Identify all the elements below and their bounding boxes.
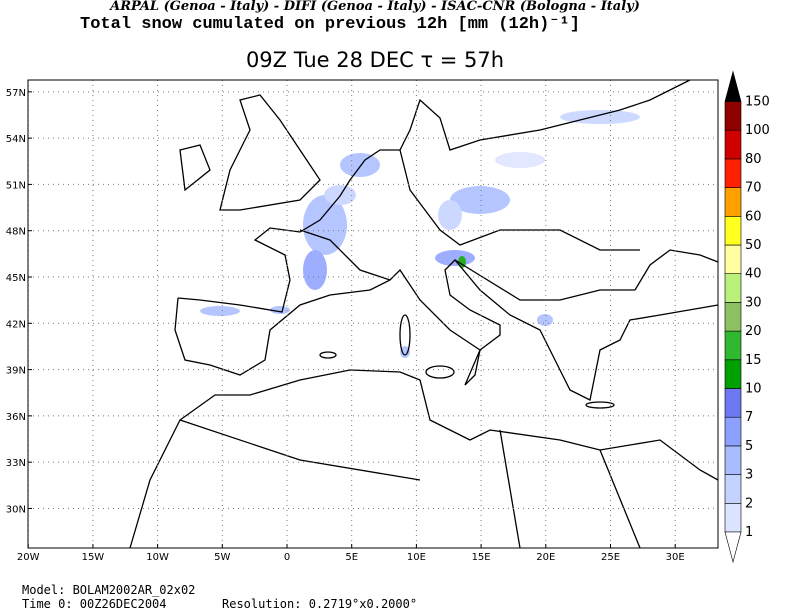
lon-tick-label: 15E [472, 552, 491, 563]
colorbar-box [724, 416, 742, 447]
colorbar-label: 3 [745, 468, 753, 483]
lon-tick-label: 30E [666, 552, 685, 563]
colorbar-label: 100 [745, 123, 770, 138]
colorbar-label: 60 [745, 209, 762, 224]
lon-tick-label: 5W [214, 552, 230, 563]
lon-tick-label: 20E [536, 552, 555, 563]
colorbar-label: 20 [745, 324, 762, 339]
colorbar-label: 15 [745, 353, 762, 368]
colorbar-label: 1 [745, 525, 753, 540]
colorbar-box [724, 101, 742, 131]
lon-tick-label: 5E [345, 552, 358, 563]
colorbar-below [724, 531, 742, 564]
lon-tick-label: 10E [407, 552, 426, 563]
footer-time0: Time 0: 00Z26DEC2004 [22, 597, 167, 611]
colorbar-box [724, 302, 742, 332]
title: 09Z Tue 28 DEC τ = 57h [246, 48, 504, 72]
lat-tick-label: 42N [6, 319, 26, 330]
lat-tick-label: 54N [6, 134, 26, 145]
lat-tick-label: 33N [6, 458, 26, 469]
lon-tick-label: 15W [82, 552, 105, 563]
header-field: Total snow cumulated on previous 12h [mm… [80, 15, 580, 34]
colorbar-box [724, 244, 742, 275]
lat-tick-label: 30N [6, 504, 26, 515]
lon-tick-label: 25E [601, 552, 620, 563]
colorbar-label: 50 [745, 238, 762, 253]
lat-tick-label: 39N [6, 366, 26, 377]
lon-tick-label: 0 [284, 552, 290, 563]
colorbar-box [724, 187, 742, 217]
header-institutions: ARPAL (Genoa - Italy) - DIFI (Genoa - It… [108, 0, 640, 14]
lat-tick-label: 51N [6, 180, 26, 191]
colorbar-label: 150 [745, 95, 770, 110]
colorbar-box [724, 359, 742, 389]
colorbar-box [724, 474, 742, 504]
colorbar-box [724, 273, 742, 303]
map-frame [27, 79, 719, 549]
colorbar-label: 80 [745, 152, 762, 167]
colorbar-label: 40 [745, 267, 762, 282]
map: 20W 15W 10W 5W 0 5E 10E 15E 20E 25E 30E 30N 33N 36N 39… [6, 79, 719, 563]
colorbar: 1 2 3 5 7 10 15 20 30 40 50 60 70 80 100 150 [724, 70, 770, 564]
lon-tick-label: 10W [146, 552, 169, 563]
footer-resolution: Resolution: 0.2719°x0.2000° [222, 597, 417, 611]
colorbar-box [724, 330, 742, 361]
colorbar-box [724, 129, 742, 160]
colorbar-box [724, 216, 742, 246]
lon-tick-label: 20W [17, 552, 40, 563]
colorbar-label: 5 [745, 439, 753, 454]
colorbar-box [724, 388, 742, 418]
colorbar-label: 10 [745, 382, 762, 397]
lat-tick-label: 57N [6, 88, 26, 99]
colorbar-label: 7 [745, 410, 753, 425]
colorbar-box [724, 158, 742, 188]
footer-model: Model: BOLAM2002AR_02x02 [22, 583, 195, 597]
colorbar-label: 2 [745, 496, 753, 511]
lat-tick-label: 48N [6, 227, 26, 238]
colorbar-label: 30 [745, 295, 762, 310]
graticule: 20W 15W 10W 5W 0 5E 10E 15E 20E 25E 30E 30N 33N 36N 39… [6, 80, 718, 563]
lat-tick-label: 36N [6, 412, 26, 423]
colorbar-above [724, 70, 742, 102]
coastlines [129, 79, 719, 549]
colorbar-label: 70 [745, 181, 762, 196]
map-bg [28, 80, 718, 548]
colorbar-box [724, 445, 742, 475]
lat-tick-label: 45N [6, 273, 26, 284]
colorbar-box [724, 502, 742, 533]
